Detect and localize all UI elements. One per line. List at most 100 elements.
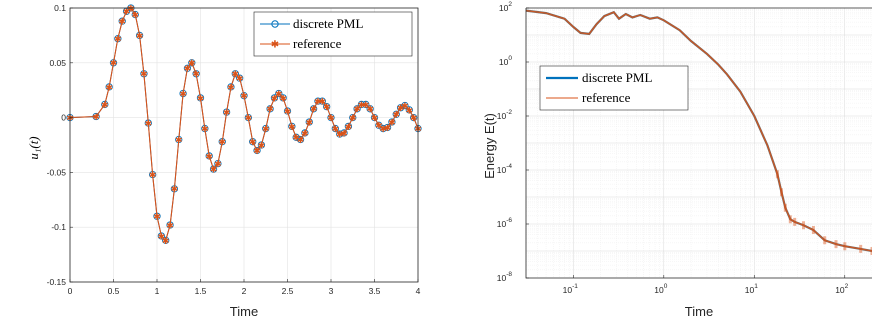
right-y-tick-base: 10 [499, 3, 509, 13]
left-point-ref: ✱ [388, 117, 396, 127]
right-y-tick-label: 10-6 [497, 217, 513, 229]
left-point-ref: ✱ [92, 112, 100, 122]
right-y-tick-base: 10 [499, 57, 509, 67]
left-point-pml [109, 59, 118, 67]
right-x-tick-base: 10 [835, 285, 845, 295]
left-legend: discrete PML ✱ reference [253, 11, 413, 57]
left-x-tick-label: 2 [242, 286, 247, 296]
left-point-pml [405, 106, 413, 114]
right-y-tick-exp: -8 [506, 271, 512, 278]
left-point-ref: ✱ [288, 122, 296, 132]
left-point-ref: ✱ [336, 129, 344, 139]
left-point-ref: ✱ [210, 165, 218, 175]
left-point-pml [253, 146, 261, 155]
left-point-ref: ✱ [179, 89, 187, 99]
left-point-ref: ✱ [349, 113, 357, 123]
left-point-ref: ✱ [162, 236, 170, 246]
left-point-pml [366, 105, 374, 113]
left-point-ref: ✱ [110, 58, 118, 68]
left-legend-marker-pml [271, 20, 279, 28]
left-point-pml [296, 135, 305, 144]
left-legend-box [253, 11, 413, 57]
left-point-ref: ✱ [153, 212, 161, 222]
left-point-ref: ✱ [375, 121, 383, 131]
left-point-pml [288, 122, 296, 131]
right-x-tick-base: 10 [563, 285, 573, 295]
left-point-pml [388, 118, 396, 126]
left-y-tick-label: 0.05 [49, 58, 66, 68]
left-point-ref: ✱ [271, 93, 279, 103]
right-ref-noise-band [775, 170, 872, 255]
right-x-tick-base: 10 [745, 285, 755, 295]
right-legend: discrete PML reference [539, 65, 689, 111]
left-point-ref: ✱ [345, 122, 353, 132]
left-point-ref: ✱ [149, 170, 157, 180]
left-point-ref: ✱ [175, 135, 183, 145]
left-point-ref: ✱ [245, 113, 253, 123]
left-point-pml [101, 100, 109, 109]
left-point-ref: ✱ [240, 91, 248, 101]
left-point-ref: ✱ [353, 104, 361, 114]
left-point-pml [309, 105, 318, 113]
left-point-ref: ✱ [275, 89, 283, 99]
right-legend-label-pml: discrete PML [582, 70, 652, 85]
left-ticks: 0 0.5 1 1.5 2 2.5 3 3.5 4 -0.15 -0.1 -0.05 0 0.05 0.1 [47, 3, 421, 296]
left-y-tick-label: -0.15 [47, 277, 67, 287]
right-y-axis-label: Energy E(t) [482, 113, 497, 179]
right-x-tick-label: 102 [835, 283, 848, 295]
left-point-ref: ✱ [392, 110, 400, 120]
right-y-tick-exp: 0 [508, 55, 512, 62]
right-legend-box [539, 65, 689, 111]
left-point-ref: ✱ [118, 17, 126, 27]
left-point-ref: ✱ [114, 34, 122, 44]
right-series [525, 9, 872, 255]
left-point-pml [188, 59, 196, 67]
right-x-tick-exp: 1 [754, 283, 758, 290]
left-point-ref: ✱ [366, 104, 374, 114]
left-point-pml [279, 94, 287, 102]
left-plot: ✱ ✱✱✱✱✱✱✱✱✱✱✱✱✱✱✱✱✱✱✱✱✱✱✱✱✱✱✱✱✱✱✱✱✱✱✱✱✱✱✱… [26, 3, 422, 319]
left-y-tick-label: 0 [61, 113, 66, 123]
left-point-pml [275, 89, 283, 98]
left-point-pml [331, 124, 339, 133]
left-point-pml [392, 110, 400, 118]
left-point-pml [249, 138, 257, 146]
left-point-ref: ✱ [323, 102, 331, 112]
left-point-pml [379, 124, 387, 133]
left-point-ref: ✱ [358, 100, 366, 110]
left-y-axis-label: u₁(t) [26, 136, 41, 159]
left-point-ref: ✱ [258, 140, 266, 150]
left-point-ref: ✱ [188, 58, 196, 68]
left-point-pml [322, 102, 331, 111]
left-point-ref: ✱ [266, 104, 274, 114]
left-point-pml [349, 113, 357, 122]
right-y-tick-label: 10-4 [497, 163, 513, 175]
right-x-tick-label: 10-1 [563, 283, 579, 295]
left-point-ref: ✱ [314, 97, 322, 107]
left-point-ref: ✱ [223, 108, 231, 118]
left-legend-label-ref: reference [293, 36, 342, 51]
left-point-ref: ✱ [262, 124, 270, 134]
left-x-tick-label: 2.5 [282, 286, 294, 296]
left-point-ref: ✱ [158, 231, 166, 241]
right-series-line-ref [525, 9, 872, 252]
right-y-tick-base: 10 [497, 273, 507, 283]
left-point-ref: ✱ [249, 137, 257, 147]
right-y-tick-exp: -2 [506, 109, 512, 116]
left-point-ref: ✱ [201, 124, 209, 134]
left-legend-label-pml: discrete PML [293, 16, 363, 31]
left-point-ref: ✱ [279, 93, 287, 103]
left-x-tick-label: 1.5 [195, 286, 207, 296]
left-point-ref: ✱ [218, 137, 226, 147]
right-y-tick-label: 102 [499, 1, 512, 13]
left-point-ref: ✱ [297, 135, 305, 145]
right-y-tick-label: 10-2 [497, 109, 513, 121]
left-point-ref: ✱ [184, 64, 192, 74]
right-x-tick-label: 101 [745, 283, 758, 295]
left-point-ref: ✱ [140, 69, 148, 79]
right-x-axis-label: Time [685, 304, 713, 319]
right-x-tick-label: 100 [654, 283, 667, 295]
